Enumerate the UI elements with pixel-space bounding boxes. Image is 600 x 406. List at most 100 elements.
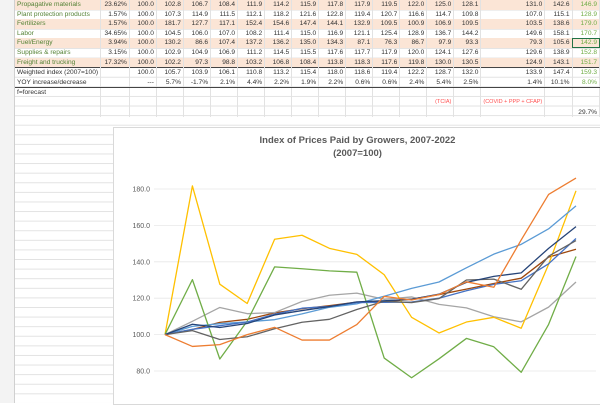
line-chart[interactable]: Index of Prices Paid by Growers, 2007-20…: [113, 127, 600, 405]
value-cell[interactable]: 128.1: [453, 0, 482, 10]
value-cell[interactable]: 2.2%: [318, 77, 347, 89]
value-cell[interactable]: 118.6: [345, 67, 374, 78]
empty-cell[interactable]: [100, 67, 130, 78]
row-label[interactable]: Plant protection products: [15, 9, 102, 20]
row-label[interactable]: Supplies & repairs: [15, 47, 102, 58]
value-cell[interactable]: 121.1: [345, 28, 374, 39]
value-cell[interactable]: 136.2: [264, 38, 293, 48]
empty-cell[interactable]: [291, 107, 320, 118]
empty-cell[interactable]: [237, 107, 266, 118]
value-cell[interactable]: 111.4: [264, 28, 293, 39]
empty-cell[interactable]: [15, 97, 102, 108]
value-cell[interactable]: 106.1: [210, 67, 239, 78]
value-cell[interactable]: 170.7: [572, 28, 600, 39]
empty-cell[interactable]: [426, 87, 455, 98]
value-cell[interactable]: 108.4: [291, 57, 320, 68]
value-cell[interactable]: 124.1: [426, 47, 455, 58]
value-cell[interactable]: 100.0: [129, 0, 157, 10]
note-covid[interactable]: (COVID + PPP + CFAP): [480, 97, 546, 108]
value-cell[interactable]: 119.4: [372, 67, 401, 78]
value-cell[interactable]: 100.0: [129, 9, 157, 20]
value-cell[interactable]: 132.0: [453, 67, 482, 78]
value-cell[interactable]: 4.4%: [237, 77, 266, 89]
value-cell[interactable]: 159.3: [572, 67, 600, 78]
value-cell[interactable]: 117.7: [345, 47, 374, 58]
empty-cell[interactable]: [129, 107, 157, 118]
empty-cell[interactable]: [345, 107, 374, 118]
value-cell[interactable]: 5.4%: [426, 77, 455, 89]
empty-cell[interactable]: [210, 97, 239, 108]
value-cell[interactable]: 86.7: [399, 38, 428, 48]
value-cell[interactable]: 106.7: [183, 0, 212, 10]
value-cell[interactable]: 118.2: [264, 9, 293, 20]
value-cell[interactable]: 109.8: [453, 9, 482, 20]
value-cell[interactable]: 147.4: [544, 67, 573, 78]
value-cell[interactable]: 128.7: [426, 67, 455, 78]
row-weight[interactable]: 1.57%: [100, 19, 130, 29]
empty-cell[interactable]: [100, 87, 130, 98]
value-cell[interactable]: 119.4: [345, 9, 374, 20]
value-cell[interactable]: 181.7: [156, 19, 184, 29]
value-cell[interactable]: 105.7: [156, 67, 184, 78]
value-cell[interactable]: 110.8: [237, 67, 266, 78]
value-cell[interactable]: 128.9: [572, 9, 600, 20]
value-cell[interactable]: 117.6: [372, 57, 401, 68]
value-cell[interactable]: 103.2: [237, 57, 266, 68]
value-cell[interactable]: 127.7: [183, 19, 212, 29]
value-cell[interactable]: 127.6: [453, 47, 482, 58]
value-cell[interactable]: 97.3: [183, 57, 212, 68]
value-cell[interactable]: 107.0: [480, 9, 546, 20]
value-cell[interactable]: 113.8: [318, 57, 347, 68]
value-cell[interactable]: 130.2: [156, 38, 184, 48]
empty-cell[interactable]: [453, 97, 482, 108]
value-cell[interactable]: 149.6: [480, 28, 546, 39]
value-cell[interactable]: 117.9: [345, 0, 374, 10]
value-cell[interactable]: 122.0: [399, 0, 428, 10]
value-cell[interactable]: 76.3: [372, 38, 401, 48]
value-cell[interactable]: 10.1%: [544, 77, 573, 89]
value-cell[interactable]: 138.9: [544, 47, 573, 58]
forecast-note[interactable]: f=forecast: [15, 87, 102, 98]
value-cell[interactable]: 144.1: [318, 19, 347, 29]
value-cell[interactable]: ---: [129, 77, 157, 89]
value-cell[interactable]: 2.5%: [453, 77, 482, 89]
empty-cell[interactable]: [15, 107, 102, 118]
value-cell[interactable]: 97.9: [426, 38, 455, 48]
empty-cell[interactable]: [264, 107, 293, 118]
value-cell[interactable]: 115.0: [291, 28, 320, 39]
value-cell[interactable]: 111.5: [210, 9, 239, 20]
value-cell[interactable]: 119.8: [399, 57, 428, 68]
empty-cell[interactable]: [345, 87, 374, 98]
value-cell[interactable]: 122.8: [318, 9, 347, 20]
value-cell[interactable]: 113.2: [264, 67, 293, 78]
value-cell[interactable]: 136.7: [426, 28, 455, 39]
value-cell[interactable]: 143.1: [544, 57, 573, 68]
empty-cell[interactable]: [399, 107, 428, 118]
row-weight[interactable]: 17.32%: [100, 57, 130, 68]
value-cell[interactable]: 146.9: [572, 0, 600, 10]
value-cell[interactable]: 79.3: [480, 38, 546, 48]
value-cell[interactable]: 114.5: [264, 47, 293, 58]
yoy-label[interactable]: YOY increase/decrease: [15, 77, 102, 89]
value-cell[interactable]: 142.6: [544, 0, 573, 10]
value-cell[interactable]: 2.2%: [264, 77, 293, 89]
value-cell[interactable]: 108.4: [210, 0, 239, 10]
value-cell[interactable]: 0.6%: [345, 77, 374, 89]
value-cell[interactable]: 125.4: [372, 28, 401, 39]
value-cell[interactable]: 118.0: [318, 67, 347, 78]
value-cell[interactable]: 142.9: [572, 38, 600, 48]
value-cell[interactable]: 2.1%: [210, 77, 239, 89]
empty-cell[interactable]: [156, 107, 184, 118]
value-cell[interactable]: 152.8: [572, 47, 600, 58]
empty-cell[interactable]: [264, 97, 293, 108]
value-cell[interactable]: 104.5: [156, 28, 184, 39]
value-cell[interactable]: 102.2: [156, 57, 184, 68]
value-cell[interactable]: 121.6: [291, 9, 320, 20]
value-cell[interactable]: 134.3: [318, 38, 347, 48]
empty-cell[interactable]: [100, 97, 130, 108]
value-cell[interactable]: 107.4: [210, 38, 239, 48]
value-cell[interactable]: 100.0: [129, 38, 157, 48]
empty-cell[interactable]: [318, 97, 347, 108]
empty-cell[interactable]: [237, 87, 266, 98]
value-cell[interactable]: 125.0: [426, 0, 455, 10]
